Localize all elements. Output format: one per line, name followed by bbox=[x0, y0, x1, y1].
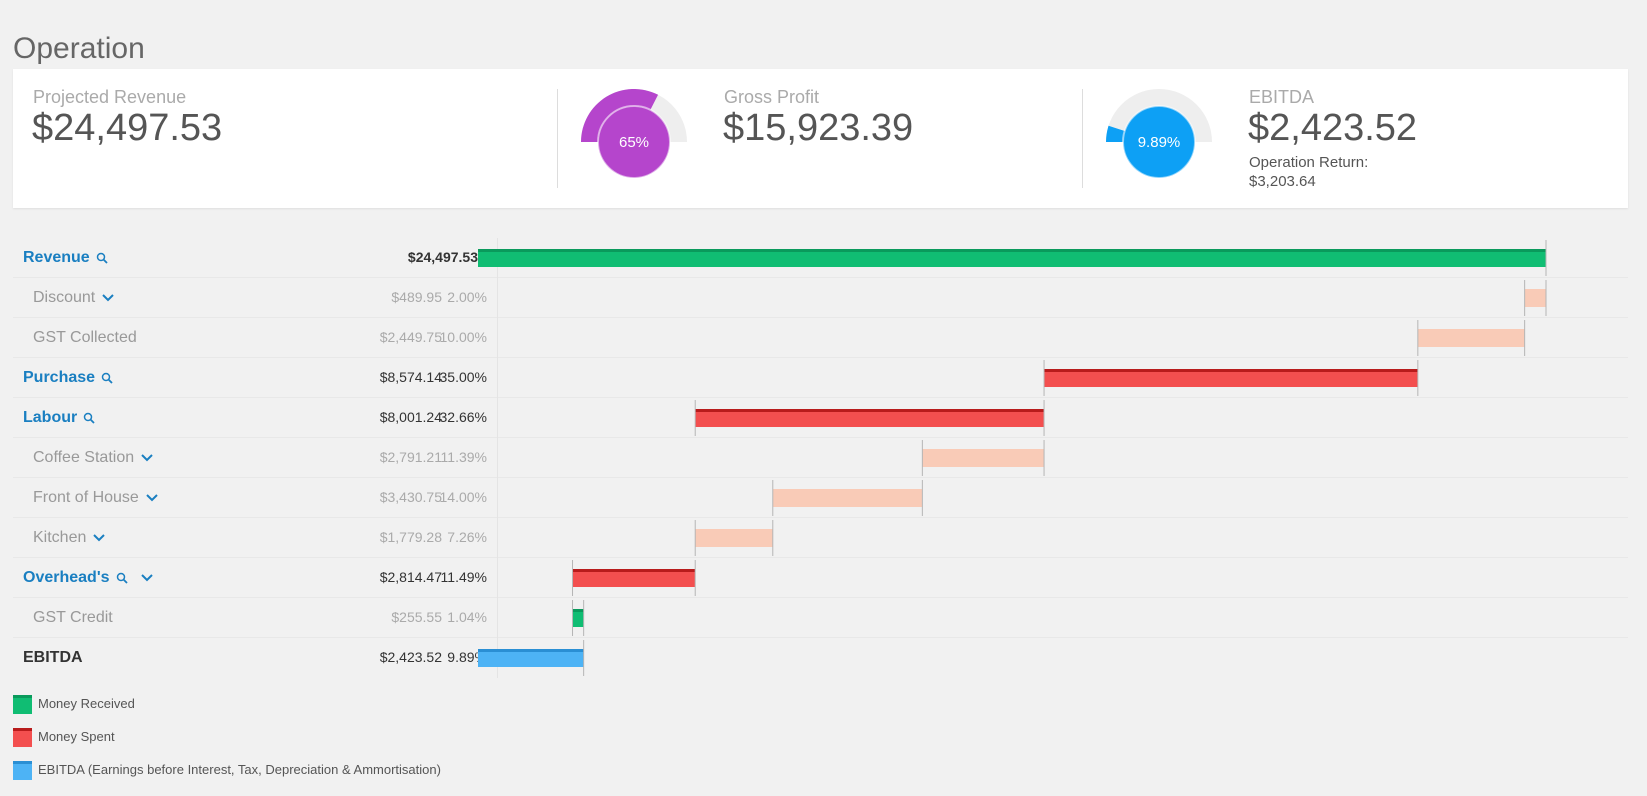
row-label: EBITDA bbox=[23, 649, 83, 666]
row-amount: $2,423.52 bbox=[379, 649, 442, 665]
gauge-center bbox=[1122, 105, 1196, 179]
legend-label: EBITDA (Earnings before Interest, Tax, D… bbox=[38, 762, 441, 777]
row-amount: $8,001.24 bbox=[379, 409, 442, 425]
row-label: Discount bbox=[33, 289, 96, 306]
operation-return-value: $3,203.64 bbox=[1249, 173, 1316, 190]
overheads-link[interactable]: Overhead's bbox=[23, 558, 154, 597]
row-label: Kitchen bbox=[33, 529, 87, 546]
row-percent: 11.39% bbox=[440, 449, 487, 465]
row-percent: 7.26% bbox=[447, 529, 487, 545]
row-label: Purchase bbox=[23, 369, 96, 386]
chevron-down-icon[interactable] bbox=[92, 533, 106, 542]
chevron-down-icon[interactable] bbox=[140, 573, 154, 582]
kpi-projected-revenue: Projected Revenue $24,497.53 bbox=[13, 69, 553, 208]
row-amount: $2,814.47 bbox=[379, 569, 442, 585]
gauge-center bbox=[597, 105, 671, 179]
row-amount: $24,497.53 bbox=[407, 249, 478, 265]
row-amount: $2,791.21 bbox=[379, 449, 442, 465]
kitchen-toggle[interactable]: Kitchen bbox=[33, 518, 106, 557]
gauge-label: 65% bbox=[619, 134, 649, 151]
zoom-icon[interactable] bbox=[116, 572, 128, 584]
row-label: Coffee Station bbox=[33, 449, 135, 466]
row-percent: 11.49% bbox=[440, 569, 487, 585]
summary-card: Projected Revenue $24,497.53 65% Gross P… bbox=[13, 69, 1628, 208]
row-amount: $3,430.75 bbox=[379, 489, 442, 505]
divider bbox=[557, 89, 558, 188]
row-overheads: Overhead's $2,814.47 11.49% bbox=[13, 558, 1628, 598]
zoom-icon[interactable] bbox=[96, 252, 108, 264]
kpi-value: $24,497.53 bbox=[32, 107, 223, 149]
kpi-value: $15,923.39 bbox=[723, 107, 914, 149]
chevron-down-icon[interactable] bbox=[101, 293, 115, 302]
row-label: GST Collected bbox=[33, 329, 137, 346]
chart-separator bbox=[497, 238, 498, 678]
discount-toggle[interactable]: Discount bbox=[33, 278, 115, 317]
kpi-label: EBITDA bbox=[1249, 87, 1315, 107]
row-amount: $2,449.75 bbox=[379, 329, 442, 345]
gauge-track bbox=[1106, 89, 1212, 142]
row-percent: 35.00% bbox=[439, 369, 487, 385]
kpi-label: Gross Profit bbox=[724, 87, 820, 107]
row-label: Front of House bbox=[33, 489, 139, 506]
divider bbox=[1082, 89, 1083, 188]
gauge-label: 9.89% bbox=[1138, 134, 1181, 151]
row-coffee-station: Coffee Station $2,791.21 11.39% bbox=[13, 438, 1628, 478]
gross-profit-gauge: 65% bbox=[581, 89, 687, 179]
purchase-link[interactable]: Purchase bbox=[23, 358, 113, 397]
row-percent: 9.89% bbox=[447, 649, 487, 665]
kpi-gross-profit: 65% Gross Profit $15,923.39 bbox=[559, 69, 1079, 208]
labour-link[interactable]: Labour bbox=[23, 398, 95, 437]
legend-swatch bbox=[13, 728, 32, 747]
kpi-value: $2,423.52 bbox=[1248, 107, 1418, 149]
row-label: GST Credit bbox=[33, 609, 113, 626]
page-title: Operation bbox=[13, 32, 145, 66]
row-amount: $489.95 bbox=[391, 289, 442, 305]
front-of-house-toggle[interactable]: Front of House bbox=[33, 478, 159, 517]
row-amount: $1,779.28 bbox=[379, 529, 442, 545]
operation-return-label: Operation Return: bbox=[1249, 154, 1369, 171]
row-purchase: Purchase $8,574.14 35.00% bbox=[13, 358, 1628, 398]
row-percent: 14.00% bbox=[439, 489, 487, 505]
legend-label: Money Received bbox=[38, 696, 135, 711]
row-amount: $255.55 bbox=[391, 609, 442, 625]
row-gst-credit: GST Credit $255.55 1.04% bbox=[13, 598, 1628, 638]
zoom-icon[interactable] bbox=[101, 372, 113, 384]
row-label: Revenue bbox=[23, 249, 90, 266]
row-percent: 32.66% bbox=[439, 409, 487, 425]
chevron-down-icon[interactable] bbox=[145, 493, 159, 502]
row-label: Overhead's bbox=[23, 569, 110, 586]
kpi-ebitda: 9.89% EBITDA $2,423.52 Operation Return:… bbox=[1084, 69, 1624, 208]
gauge-fill bbox=[1106, 125, 1125, 142]
row-discount: Discount $489.95 2.00% bbox=[13, 278, 1628, 318]
row-ebitda: EBITDA $2,423.52 9.89% bbox=[13, 638, 1628, 678]
legend-swatch bbox=[13, 761, 32, 780]
row-kitchen: Kitchen $1,779.28 7.26% bbox=[13, 518, 1628, 558]
row-amount: $8,574.14 bbox=[379, 369, 442, 385]
revenue-link[interactable]: Revenue bbox=[23, 238, 108, 277]
row-labour: Labour $8,001.24 32.66% bbox=[13, 398, 1628, 438]
ebitda-gauge: 9.89% bbox=[1106, 89, 1212, 179]
row-revenue: Revenue $24,497.53 bbox=[13, 238, 1628, 278]
row-percent: 1.04% bbox=[447, 609, 487, 625]
row-front-of-house: Front of House $3,430.75 14.00% bbox=[13, 478, 1628, 518]
legend-label: Money Spent bbox=[38, 729, 115, 744]
kpi-label: Projected Revenue bbox=[33, 87, 187, 107]
row-label: Labour bbox=[23, 409, 78, 426]
legend-swatch bbox=[13, 695, 32, 714]
row-percent: 10.00% bbox=[439, 329, 487, 345]
chevron-down-icon[interactable] bbox=[140, 453, 154, 462]
coffee-station-toggle[interactable]: Coffee Station bbox=[33, 438, 154, 477]
zoom-icon[interactable] bbox=[83, 412, 95, 424]
row-percent: 2.00% bbox=[447, 289, 487, 305]
row-gst-collected: GST Collected $2,449.75 10.00% bbox=[13, 318, 1628, 358]
